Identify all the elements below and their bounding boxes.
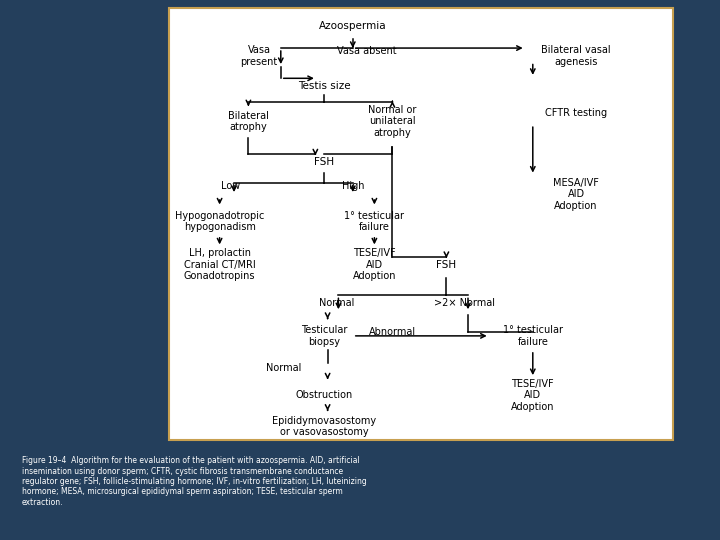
Text: Bilateral vasal
agenesis: Bilateral vasal agenesis [541, 45, 611, 67]
Text: FSH: FSH [314, 157, 334, 167]
Text: MESA/IVF
AID
Adoption: MESA/IVF AID Adoption [553, 178, 599, 211]
Text: Azoospermia: Azoospermia [319, 21, 387, 31]
Text: Epididymovasostomy
or vasovasostomy: Epididymovasostomy or vasovasostomy [272, 416, 376, 437]
Text: TESE/IVF
AID
Adoption: TESE/IVF AID Adoption [511, 379, 554, 412]
Text: Low: Low [221, 181, 240, 191]
Text: Normal: Normal [266, 363, 302, 373]
Text: >2× Normal: >2× Normal [434, 299, 495, 308]
Text: TESE/IVF
AID
Adoption: TESE/IVF AID Adoption [353, 248, 396, 281]
Text: Testis size: Testis size [297, 82, 351, 91]
Text: 1° testicular
failure: 1° testicular failure [344, 211, 405, 232]
Text: 1° testicular
failure: 1° testicular failure [503, 325, 563, 347]
FancyBboxPatch shape [169, 8, 673, 440]
Text: Testicular
biopsy: Testicular biopsy [301, 325, 347, 347]
Text: Obstruction: Obstruction [295, 390, 353, 400]
Text: Vasa
present: Vasa present [240, 45, 278, 67]
Text: Normal: Normal [319, 299, 355, 308]
Text: FSH: FSH [436, 260, 456, 269]
Text: Vasa absent: Vasa absent [338, 46, 397, 56]
Text: Hypogonadotropic
hypogonadism: Hypogonadotropic hypogonadism [175, 211, 264, 232]
Text: LH, prolactin
Cranial CT/MRI
Gonadotropins: LH, prolactin Cranial CT/MRI Gonadotropi… [184, 248, 256, 281]
Text: Figure 19–4  Algorithm for the evaluation of the patient with azoospermia. AID, : Figure 19–4 Algorithm for the evaluation… [22, 456, 366, 507]
Text: Bilateral
atrophy: Bilateral atrophy [228, 111, 269, 132]
Text: Abnormal: Abnormal [369, 327, 416, 336]
Text: High: High [341, 181, 364, 191]
Text: CFTR testing: CFTR testing [545, 109, 607, 118]
Text: Normal or
unilateral
atrophy: Normal or unilateral atrophy [368, 105, 417, 138]
